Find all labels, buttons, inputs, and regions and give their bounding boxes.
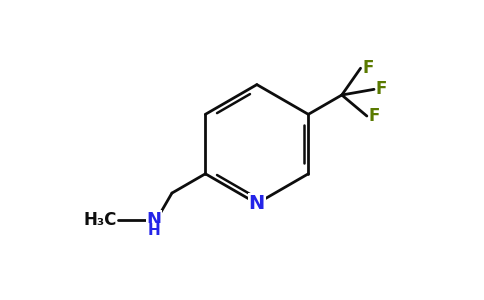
Text: N: N bbox=[147, 211, 162, 229]
Text: H₃C: H₃C bbox=[84, 211, 117, 229]
Text: F: F bbox=[362, 59, 374, 77]
Text: F: F bbox=[376, 80, 387, 98]
Text: H: H bbox=[148, 223, 161, 238]
Text: F: F bbox=[368, 107, 380, 125]
Text: N: N bbox=[249, 194, 265, 213]
